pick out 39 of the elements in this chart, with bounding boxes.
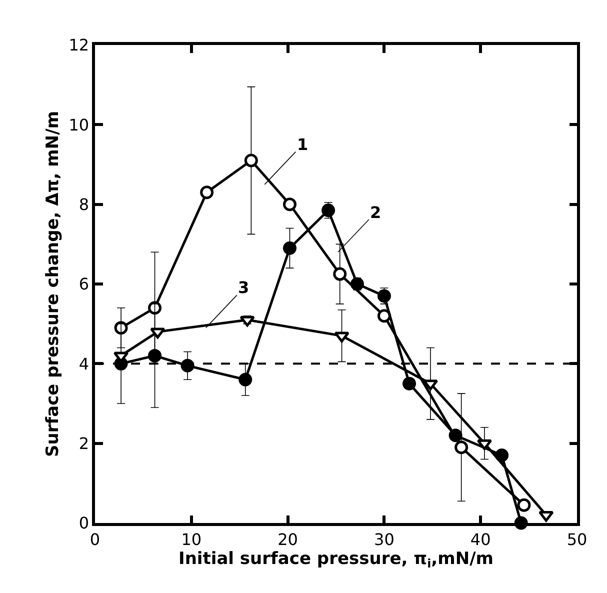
- annotation: 2: [370, 203, 382, 222]
- y-tick-label: 12: [68, 36, 90, 55]
- point: [495, 448, 509, 462]
- y-axis-title: Surface pressure change, Δπ, mN/m: [43, 110, 64, 458]
- point: [282, 241, 296, 255]
- y-tick-label: 10: [68, 115, 90, 134]
- point: [350, 277, 364, 291]
- y-tick-label: 2: [78, 434, 90, 453]
- point: [180, 358, 194, 372]
- point: [377, 309, 391, 323]
- point: [448, 428, 462, 442]
- annotation: 1: [297, 135, 308, 154]
- point: [150, 328, 166, 339]
- point: [240, 316, 255, 327]
- point: [538, 511, 554, 522]
- point: [333, 267, 347, 281]
- point: [238, 372, 252, 386]
- point: [402, 376, 416, 390]
- y-tick-label: 0: [78, 514, 90, 533]
- y-tick-label: 4: [78, 354, 90, 374]
- y-tick-label: 6: [78, 274, 90, 294]
- point: [476, 439, 492, 450]
- x-tick-label: 10: [181, 530, 202, 549]
- x-tick-label: 30: [374, 530, 394, 549]
- point: [377, 289, 391, 303]
- point: [517, 498, 531, 512]
- point: [148, 348, 162, 362]
- x-tick-label: 20: [278, 530, 298, 549]
- x-tick-label: 50: [566, 530, 588, 549]
- point: [454, 440, 468, 454]
- annotation: 3: [238, 278, 250, 297]
- point: [282, 198, 296, 212]
- point: [322, 204, 336, 218]
- x-axis-title: Initial surface pressure, π$_{i}$,mN/m: [178, 548, 494, 571]
- x-tick-label: 40: [470, 530, 491, 549]
- point: [334, 332, 350, 343]
- y-tick-label: 8: [78, 194, 90, 214]
- point: [200, 186, 214, 200]
- point: [244, 154, 258, 168]
